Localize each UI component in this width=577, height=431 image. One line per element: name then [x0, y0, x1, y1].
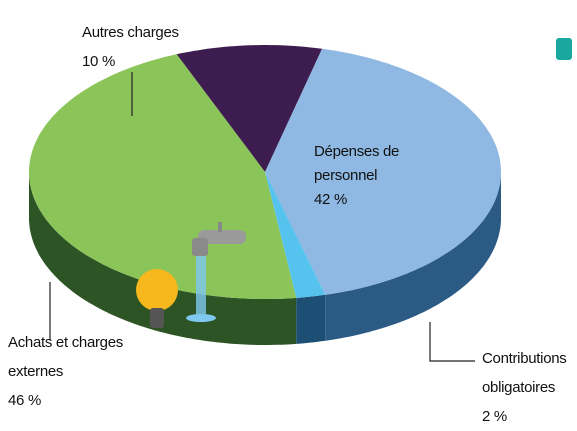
tap-spout — [192, 238, 208, 256]
value-label: 46 % — [8, 392, 41, 409]
pie-slice — [176, 45, 323, 172]
pie — [29, 45, 501, 345]
tap-icon — [198, 230, 246, 244]
leader-lines — [49, 72, 475, 362]
category-label: Achats et charges externes — [8, 334, 123, 380]
bulb-icon — [136, 269, 178, 311]
pie-slice — [265, 48, 501, 295]
label: Contributions obligatoires 2 % — [482, 344, 572, 431]
category-label: Dépenses de personnel — [314, 143, 400, 184]
pie-side — [29, 172, 297, 345]
pie-side — [325, 172, 501, 341]
value-label: 42 % — [314, 191, 347, 208]
value-label: 10 % — [82, 53, 115, 70]
tap-handle — [218, 222, 222, 232]
pie-side — [296, 294, 326, 344]
water-splash — [186, 314, 216, 322]
label: Dépenses de personnel 42 % — [314, 140, 406, 212]
logo — [556, 38, 572, 60]
decoration — [136, 38, 572, 328]
pie-slice — [265, 172, 326, 298]
label: Achats et charges externes 46 % — [8, 328, 138, 415]
water — [196, 256, 206, 316]
category-label: Contributions obligatoires — [482, 350, 567, 396]
label: Autres charges 10 % — [82, 18, 179, 76]
leader-line — [429, 322, 475, 362]
category-label: Autres charges — [82, 24, 179, 41]
value-label: 2 % — [482, 408, 507, 425]
bulb-base — [150, 308, 164, 328]
